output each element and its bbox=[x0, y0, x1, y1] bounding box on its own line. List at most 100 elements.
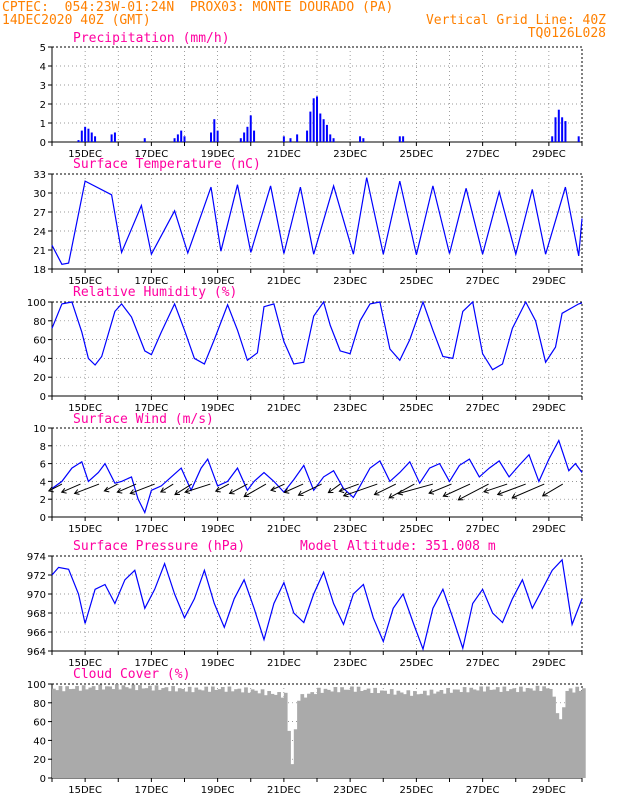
wind-vector-head bbox=[116, 487, 123, 494]
cloud-bar bbox=[568, 688, 573, 778]
cloud-bar bbox=[224, 691, 228, 778]
cloud-bar bbox=[519, 686, 523, 778]
panel-2: 0 20 40 60 80 100 15DEC 17DEC 19DEC 21DEC 23DEC 25D… bbox=[27, 285, 583, 414]
cloud-bar bbox=[95, 689, 99, 778]
y-tick-label: 30 bbox=[33, 189, 46, 200]
panel-1: 18 21 24 27 30 33 15DEC 17DEC 19DEC 21DEC 23DEC 25D… bbox=[33, 157, 583, 287]
cloud-bar bbox=[144, 688, 149, 778]
cloud-bar bbox=[548, 688, 553, 778]
y-tick-label: 1 bbox=[40, 119, 46, 130]
precip-bar bbox=[216, 130, 219, 142]
precip-bar bbox=[249, 115, 252, 142]
x-tick-label: 19DEC bbox=[201, 149, 235, 160]
wind-vector bbox=[104, 483, 118, 492]
wind-vector bbox=[284, 483, 304, 493]
cloud-bar bbox=[204, 686, 209, 778]
wind-vector-head bbox=[283, 488, 290, 494]
precip-bar bbox=[312, 98, 315, 142]
cloud-bar bbox=[558, 719, 563, 778]
cloud-bar bbox=[416, 694, 421, 778]
cloud-bar bbox=[360, 691, 364, 778]
cloud-bar bbox=[61, 691, 66, 778]
cloud-bar bbox=[98, 684, 103, 778]
x-tick-label: 17DEC bbox=[135, 149, 169, 160]
wind-vector bbox=[185, 483, 211, 493]
precip-bar bbox=[554, 117, 557, 142]
cloud-bar bbox=[290, 764, 295, 778]
cloud-bar bbox=[134, 690, 139, 778]
cloud-bar bbox=[270, 693, 275, 778]
wind-vector bbox=[74, 483, 100, 494]
cloud-bar bbox=[535, 685, 540, 778]
x-tick-label: 23DEC bbox=[333, 276, 367, 287]
cloud-bar bbox=[250, 689, 255, 778]
wind-vector-head bbox=[373, 490, 380, 496]
precip-bar bbox=[213, 119, 216, 142]
wind-vector bbox=[428, 483, 452, 494]
x-tick-label: 17DEC bbox=[135, 785, 169, 796]
header-line2-left: 14DEC2020 40Z (GMT) bbox=[2, 13, 151, 28]
cloud-bar bbox=[479, 686, 484, 778]
x-tick-label: 15DEC bbox=[68, 276, 102, 287]
precip-bar bbox=[402, 136, 405, 142]
wind-vector bbox=[130, 483, 155, 494]
precip-bar bbox=[329, 134, 332, 142]
precip-bar bbox=[243, 132, 246, 142]
x-tick-label: 21DEC bbox=[267, 785, 301, 796]
cloud-bar bbox=[502, 686, 507, 778]
cloud-bar bbox=[449, 692, 454, 778]
x-tick-label: 19DEC bbox=[201, 276, 235, 287]
x-tick-label: 25DEC bbox=[400, 276, 434, 287]
cloud-bar bbox=[293, 729, 298, 778]
cloud-bar bbox=[287, 730, 291, 778]
cloud-bar bbox=[346, 689, 351, 778]
y-tick-label: 18 bbox=[33, 265, 46, 276]
precip-bar bbox=[362, 138, 365, 142]
y-tick-label: 972 bbox=[27, 571, 46, 582]
cloud-bar bbox=[197, 689, 202, 778]
cloud-bar bbox=[389, 689, 394, 778]
wind-vector-head bbox=[184, 488, 191, 494]
x-tick-label: 19DEC bbox=[201, 403, 235, 414]
header-line1: CPTEC: 054:23W-01:24N PROX03: MONTE DOUR… bbox=[2, 0, 394, 15]
wind-vector bbox=[483, 483, 508, 493]
cloud-bar bbox=[429, 689, 434, 778]
wind-vector bbox=[458, 483, 489, 501]
cloud-bar bbox=[303, 697, 308, 778]
wind-vector bbox=[343, 483, 378, 497]
x-tick-label: 17DEC bbox=[135, 524, 169, 535]
cloud-bar bbox=[379, 690, 384, 778]
wind-vector-head bbox=[174, 489, 181, 496]
wind-vector bbox=[388, 483, 415, 499]
x-tick-label: 23DEC bbox=[333, 658, 367, 669]
cloud-bar bbox=[492, 689, 497, 778]
cloud-bar bbox=[403, 694, 407, 778]
cloud-bar bbox=[582, 688, 586, 778]
cloud-bar bbox=[330, 691, 334, 778]
cloud-bar bbox=[489, 689, 493, 778]
y-tick-label: 24 bbox=[33, 227, 46, 238]
cloud-bar bbox=[128, 688, 132, 778]
precip-bar bbox=[113, 132, 116, 142]
precip-bar bbox=[564, 121, 567, 142]
wind-vector-head bbox=[483, 487, 489, 494]
cloud-bar bbox=[555, 713, 560, 778]
cloud-bar bbox=[88, 687, 93, 778]
x-tick-label: 23DEC bbox=[333, 785, 367, 796]
cloud-bar bbox=[336, 692, 341, 778]
cloud-bar bbox=[177, 688, 182, 778]
cloud-bar bbox=[545, 688, 550, 778]
cloud-bar bbox=[101, 689, 106, 778]
cloud-bar bbox=[267, 691, 272, 778]
y-tick-label: 966 bbox=[27, 628, 46, 639]
y-tick-label: 970 bbox=[27, 590, 46, 601]
cloud-bar bbox=[158, 689, 162, 778]
wind-vector-head bbox=[388, 493, 395, 499]
precip-bar bbox=[80, 130, 83, 142]
temperature-line bbox=[51, 177, 583, 265]
x-tick-label: 21DEC bbox=[267, 276, 301, 287]
precip-bar bbox=[183, 136, 186, 142]
wind-vector-head bbox=[103, 486, 110, 493]
precip-bar bbox=[398, 136, 401, 142]
